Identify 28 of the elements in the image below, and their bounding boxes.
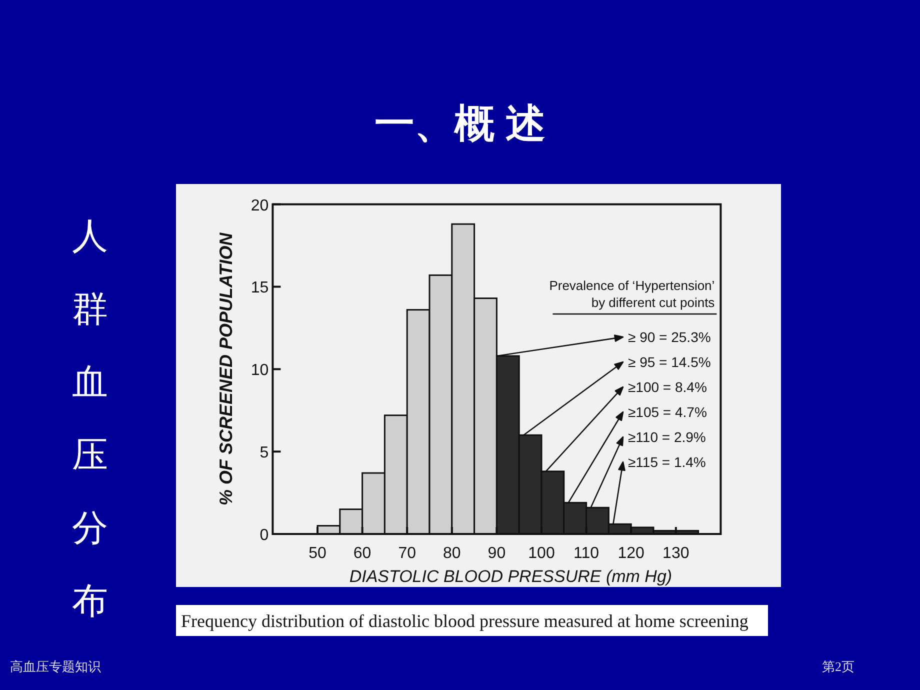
text: Frequency distribution of diastolic blood pressure measured at home screening [181, 611, 748, 631]
x-axis-title: DIASTOLIC BLOOD PRESSURE (mm Hg) [349, 567, 672, 586]
x-tick-label: 100 [528, 545, 555, 562]
y-axis-title: % OF SCREENED POPULATION [216, 232, 236, 506]
annotation: ≥ 95 = 14.5% [628, 354, 711, 370]
x-tick-label: 110 [574, 545, 600, 562]
annotation: ≥110 = 2.9% [628, 429, 706, 445]
annotation: ≥105 = 4.7% [628, 404, 707, 420]
annotation: ≥115 = 1.4% [628, 454, 706, 470]
text: 高血压专题知识 [10, 659, 101, 674]
y-tick-label: 15 [250, 280, 269, 297]
x-tick-label: 70 [398, 545, 416, 562]
x-tick-label: 50 [308, 545, 326, 562]
text: 第2页 [822, 659, 854, 674]
y-tick-label: 10 [250, 362, 269, 380]
annotation: ≥100 = 8.4% [628, 379, 707, 395]
chart-title: 一、概 述 [374, 102, 546, 146]
y-tick-label: 20 [250, 197, 269, 214]
x-tick-label: 120 [618, 545, 645, 562]
text: 人群血压分布 [72, 215, 108, 621]
y-tick-label: 5 [260, 444, 269, 462]
x-tick-label: 60 [353, 545, 372, 562]
annotation: Prevalence of ‘Hypertension’ by different cut points [549, 278, 716, 310]
x-tick-label: 130 [662, 545, 690, 562]
x-tick-label: 90 [488, 545, 506, 562]
y-tick-label: 0 [260, 527, 269, 544]
x-tick-label: 80 [443, 545, 461, 562]
annotation: ≥ 90 = 25.3% [628, 329, 711, 345]
